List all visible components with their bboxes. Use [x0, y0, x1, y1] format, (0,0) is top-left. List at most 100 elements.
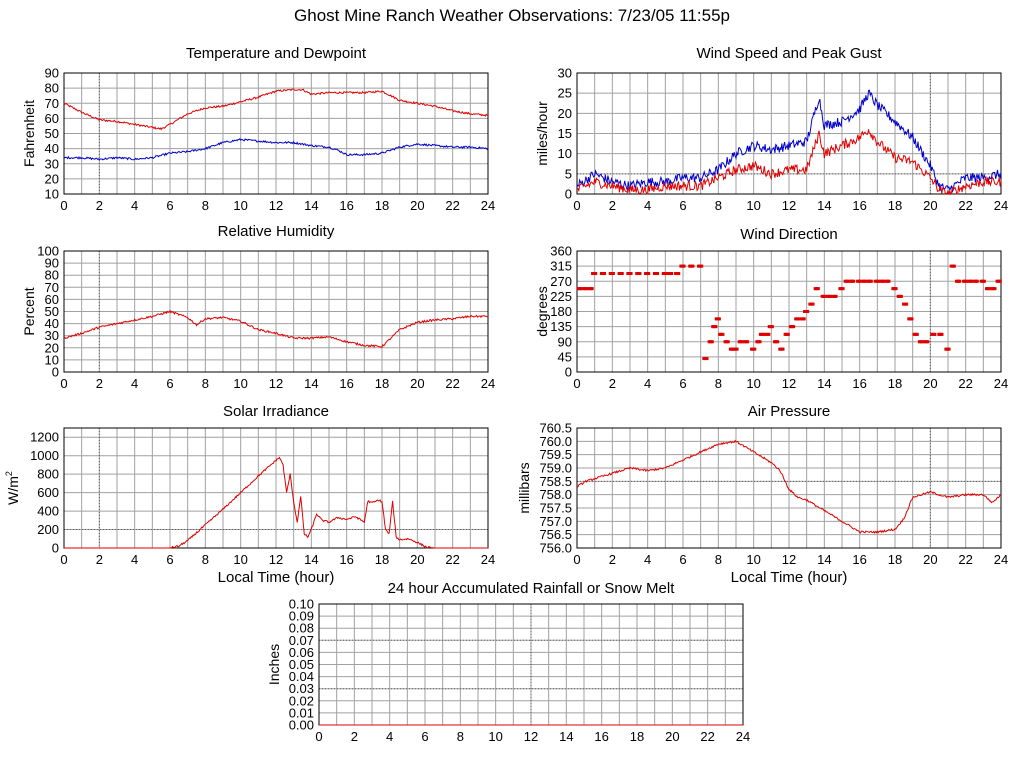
wind-direction-point [947, 347, 951, 351]
x-tick-label: 18 [888, 198, 902, 213]
y-tick-label: 50 [45, 126, 59, 141]
y-tick-label: 0.02 [289, 693, 314, 708]
y-tick-label: 90 [45, 66, 59, 81]
y-tick-label: 759.5 [539, 447, 572, 462]
x-tick-label: 22 [445, 552, 459, 567]
wind-direction-point [876, 279, 880, 283]
chart-title: Solar Irradiance [223, 403, 329, 420]
plot-frame [63, 250, 489, 373]
x-tick-label: 4 [386, 729, 393, 744]
y-tick-label: 30 [45, 328, 59, 343]
wind-direction-point [594, 272, 598, 276]
y-tick-label: 90 [45, 256, 59, 271]
x-tick-label: 8 [715, 376, 722, 391]
wind-direction-point [638, 272, 642, 276]
wind-direction-point [988, 287, 992, 291]
wind-direction-point [717, 317, 721, 321]
x-tick-label: 20 [665, 729, 679, 744]
x-tick-label: 14 [817, 376, 831, 391]
y-tick-label: 135 [550, 319, 572, 334]
y-tick-label: 756.5 [539, 527, 572, 542]
x-tick-label: 6 [679, 376, 686, 391]
y-tick-label: 0.00 [289, 718, 314, 733]
wind-direction-point [620, 272, 624, 276]
x-tick-label: 6 [679, 552, 686, 567]
x-tick-label: 12 [782, 552, 796, 567]
y-tick-label: 20 [45, 171, 59, 186]
y-axis-label: millibars [516, 462, 532, 513]
chart-temp: 0 2 4 6 8 10 12 14 16 18 20 22 24102030405060708090T… [21, 45, 495, 213]
y-tick-label: 315 [550, 259, 572, 274]
y-tick-label: 225 [550, 289, 572, 304]
y-tick-label: 759.0 [539, 461, 572, 476]
x-tick-label: 6 [166, 552, 173, 567]
y-tick-label: 400 [37, 504, 59, 519]
page-title: Ghost Mine Ranch Weather Observations: 7… [294, 6, 730, 25]
wind-direction-point [926, 340, 930, 344]
x-tick-label: 22 [700, 729, 714, 744]
chart-title: Relative Humidity [218, 223, 335, 240]
x-tick-label: 8 [457, 729, 464, 744]
y-tick-label: 0 [565, 365, 572, 380]
x-tick-label: 0 [60, 552, 67, 567]
x-tick-label: 0 [315, 729, 322, 744]
x-tick-label: 6 [166, 198, 173, 213]
x-tick-label: 0 [60, 198, 67, 213]
y-tick-label: 800 [37, 467, 59, 482]
x-tick-label: 14 [817, 198, 831, 213]
x-tick-label: 18 [630, 729, 644, 744]
wind-direction-point [841, 287, 845, 291]
y-tick-label: 360 [550, 244, 572, 259]
y-tick-label: 0.08 [289, 621, 314, 636]
wind-direction-point [993, 287, 997, 291]
wind-direction-point [629, 272, 633, 276]
y-tick-label: 758.0 [539, 487, 572, 502]
y-tick-label: 10 [45, 352, 59, 367]
y-tick-label: 757.5 [539, 501, 572, 516]
x-tick-label: 0 [60, 376, 67, 391]
plot-frame [576, 250, 1002, 373]
x-tick-label: 20 [923, 552, 937, 567]
x-tick-label: 4 [644, 198, 651, 213]
y-tick-label: 270 [550, 274, 572, 289]
y-tick-label: 25 [558, 86, 572, 101]
wind-direction-point [770, 325, 774, 329]
y-tick-label: 20 [558, 106, 572, 121]
y-tick-label: 0 [565, 187, 572, 202]
y-tick-label: 30 [558, 66, 572, 81]
wind-direction-point [802, 317, 806, 321]
wind-direction-point [781, 347, 785, 351]
wind-direction-point [940, 332, 944, 336]
y-axis-label: W/m2 [4, 471, 21, 505]
wind-direction-point [585, 287, 589, 291]
wind-direction-point [869, 279, 873, 283]
y-axis-label: miles/hour [534, 101, 550, 166]
x-tick-label: 16 [594, 729, 608, 744]
y-tick-label: 0 [52, 541, 59, 556]
y-tick-label: 0.07 [289, 633, 314, 648]
y-axis-label: Fahrenheit [21, 100, 37, 167]
x-tick-label: 24 [994, 552, 1008, 567]
x-tick-label: 18 [375, 198, 389, 213]
x-tick-label: 2 [609, 198, 616, 213]
plot-frame [576, 72, 1002, 195]
wind-direction-point [915, 332, 919, 336]
wind-direction-point [705, 357, 709, 361]
wind-direction-point [882, 279, 886, 283]
wind-direction-point [859, 279, 863, 283]
x-tick-label: 10 [746, 198, 760, 213]
wind-direction-point [998, 279, 1002, 283]
x-tick-label: 2 [96, 552, 103, 567]
y-axis-label: Percent [21, 287, 37, 335]
wind-direction-point [580, 287, 584, 291]
x-tick-label: 16 [852, 376, 866, 391]
x-tick-label: 2 [609, 552, 616, 567]
wind-direction-point [797, 317, 801, 321]
x-tick-label: 24 [736, 729, 750, 744]
wind-direction-point [767, 332, 771, 336]
y-tick-label: 0.06 [289, 645, 314, 660]
x-tick-label: 24 [481, 552, 495, 567]
y-tick-label: 60 [45, 292, 59, 307]
